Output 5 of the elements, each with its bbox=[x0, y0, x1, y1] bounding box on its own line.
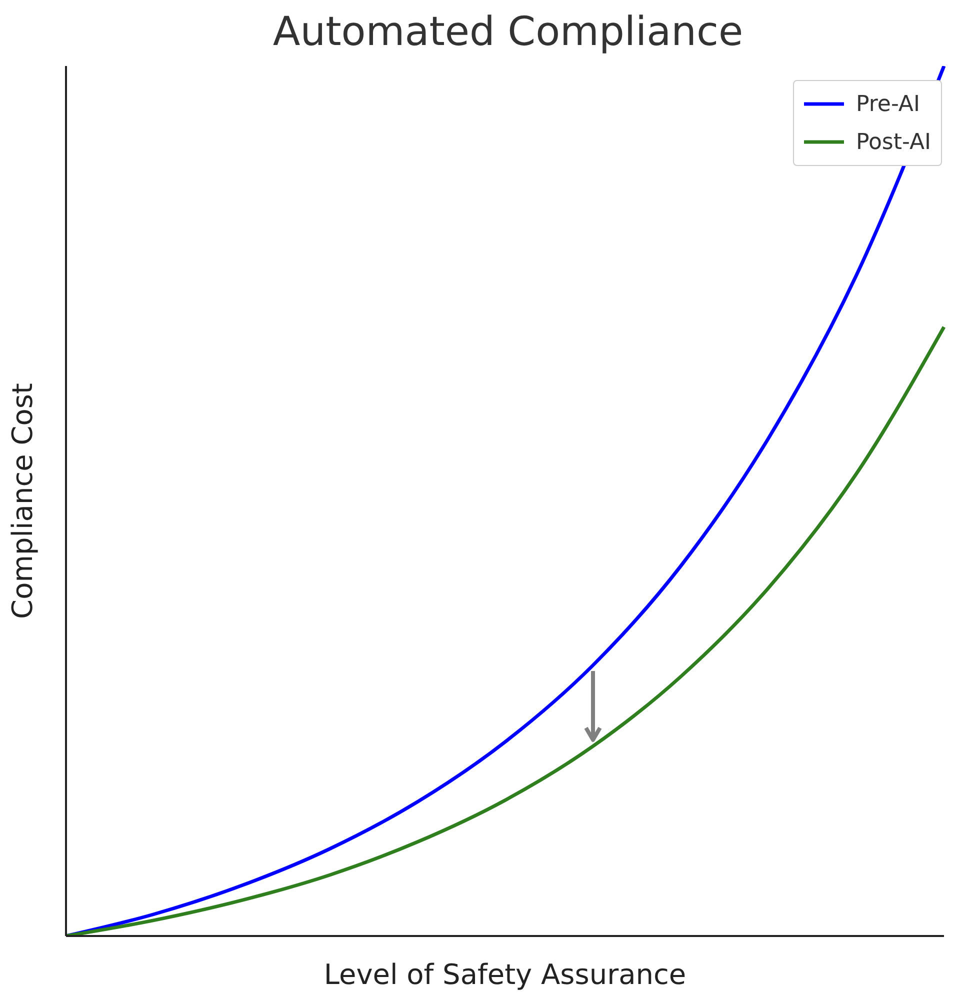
legend-label: Post-AI bbox=[856, 130, 931, 154]
legend-label: Pre-AI bbox=[856, 92, 920, 116]
x-axis-title: Level of Safety Assurance bbox=[324, 958, 686, 991]
chart-title: Automated Compliance bbox=[272, 8, 744, 56]
y-axis-title: Compliance Cost bbox=[6, 383, 39, 619]
